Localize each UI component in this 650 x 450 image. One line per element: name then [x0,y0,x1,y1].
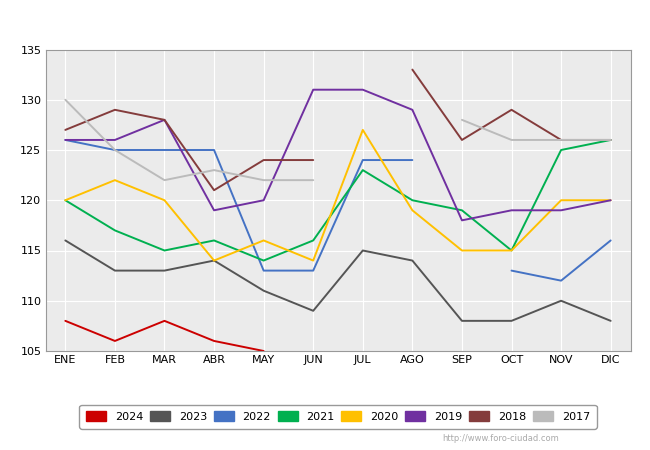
Text: http://www.foro-ciudad.com: http://www.foro-ciudad.com [442,434,559,443]
Text: Afiliados en Villafáfila a 31/5/2024: Afiliados en Villafáfila a 31/5/2024 [195,13,455,28]
Legend: 2024, 2023, 2022, 2021, 2020, 2019, 2018, 2017: 2024, 2023, 2022, 2021, 2020, 2019, 2018… [79,405,597,428]
